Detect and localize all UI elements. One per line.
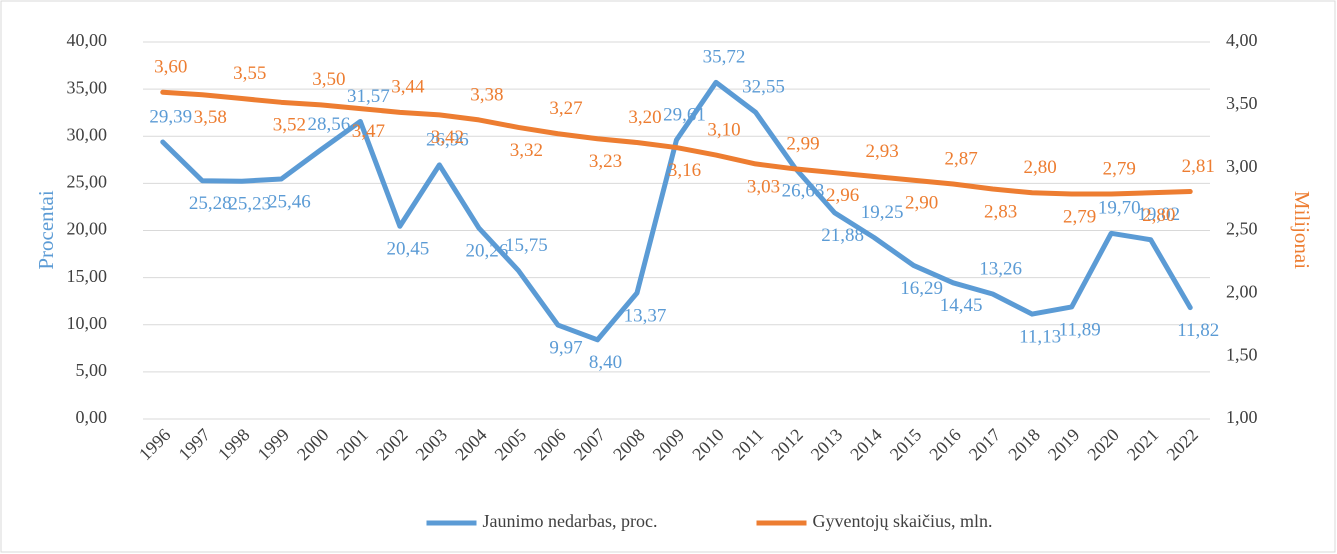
data-label: 14,45: [940, 295, 983, 316]
data-label: 3,52: [273, 115, 306, 136]
data-label: 8,40: [589, 352, 622, 373]
data-label: 3,38: [470, 84, 503, 105]
data-label: 3,10: [707, 119, 740, 140]
data-label: 19,70: [1098, 198, 1141, 219]
legend-label: Gyventojų skaičius, mln.: [813, 511, 993, 531]
data-label: 3,44: [391, 77, 425, 98]
data-label: 3,58: [194, 107, 227, 128]
data-label: 3,55: [233, 63, 266, 84]
y-tick-label: 0,00: [76, 407, 108, 427]
y-tick-label: 30,00: [67, 124, 108, 144]
data-label: 9,97: [549, 337, 582, 358]
data-label: 3,03: [747, 176, 780, 197]
data-label: 20,45: [386, 239, 429, 260]
y-tick-label: 15,00: [67, 266, 108, 286]
y-tick-label: 25,00: [67, 172, 108, 192]
data-label: 3,60: [154, 57, 187, 78]
data-label: 19,02: [1137, 204, 1180, 225]
y2-tick-label: 2,00: [1226, 281, 1258, 301]
data-label: 3,47: [352, 121, 385, 142]
data-label: 28,56: [307, 114, 350, 135]
legend-label: Jaunimo nedarbas, proc.: [483, 511, 658, 531]
y-tick-label: 35,00: [67, 77, 108, 97]
data-label: 13,37: [624, 305, 667, 326]
data-label: 21,88: [821, 225, 864, 246]
data-label: 32,55: [742, 77, 785, 98]
data-label: 2,80: [1024, 157, 1057, 178]
data-label: 3,42: [431, 127, 464, 148]
data-label: 16,29: [900, 278, 943, 299]
data-label: 2,79: [1103, 158, 1136, 179]
data-label: 3,20: [628, 107, 661, 128]
data-label: 2,80: [1142, 205, 1175, 226]
series-line: [160, 79, 1193, 343]
data-label: 15,75: [505, 235, 548, 256]
y-tick-label: 40,00: [67, 30, 108, 50]
y2-axis-title: Milijonai: [1290, 191, 1314, 269]
data-label: 3,23: [589, 151, 622, 172]
data-label: 25,23: [228, 194, 271, 215]
data-label: 2,90: [905, 193, 938, 214]
data-label: 20,26: [466, 240, 509, 261]
data-label: 25,46: [268, 191, 311, 212]
data-label: 26,96: [426, 129, 469, 150]
y-tick-label: 20,00: [67, 219, 108, 239]
y2-tick-label: 1,50: [1226, 344, 1258, 364]
data-label: 11,82: [1177, 320, 1219, 341]
data-label: 3,16: [668, 160, 701, 181]
data-label: 2,99: [786, 133, 819, 154]
y-tick-label: 5,00: [76, 360, 108, 380]
data-label: 29,39: [149, 106, 192, 127]
data-label: 31,57: [347, 86, 390, 107]
data-label: 25,28: [189, 193, 232, 214]
y2-tick-label: 1,00: [1226, 407, 1258, 427]
data-label: 2,81: [1182, 156, 1215, 177]
y2-tick-label: 2,50: [1226, 219, 1258, 239]
data-label: 2,83: [984, 201, 1017, 222]
data-label: 3,27: [549, 98, 582, 119]
data-label: 13,26: [979, 258, 1022, 279]
series-line: [160, 89, 1193, 197]
data-label: 11,89: [1059, 319, 1101, 340]
y2-tick-label: 4,00: [1226, 30, 1258, 50]
data-label: 2,96: [826, 185, 859, 206]
data-label: 2,93: [865, 141, 898, 162]
data-label: 3,50: [312, 69, 345, 90]
y-tick-label: 10,00: [67, 313, 108, 333]
data-label: 11,13: [1019, 326, 1061, 347]
y-axis-title: Procentai: [34, 190, 58, 269]
data-label: 29,61: [663, 104, 706, 125]
data-label: 19,25: [861, 202, 904, 223]
data-label: 26,63: [782, 180, 825, 201]
data-label: 2,79: [1063, 206, 1096, 227]
y2-tick-label: 3,00: [1226, 156, 1258, 176]
y2-tick-label: 3,50: [1226, 93, 1258, 113]
data-label: 2,87: [945, 148, 978, 169]
data-label: 3,32: [510, 140, 543, 161]
data-label: 35,72: [703, 47, 746, 68]
